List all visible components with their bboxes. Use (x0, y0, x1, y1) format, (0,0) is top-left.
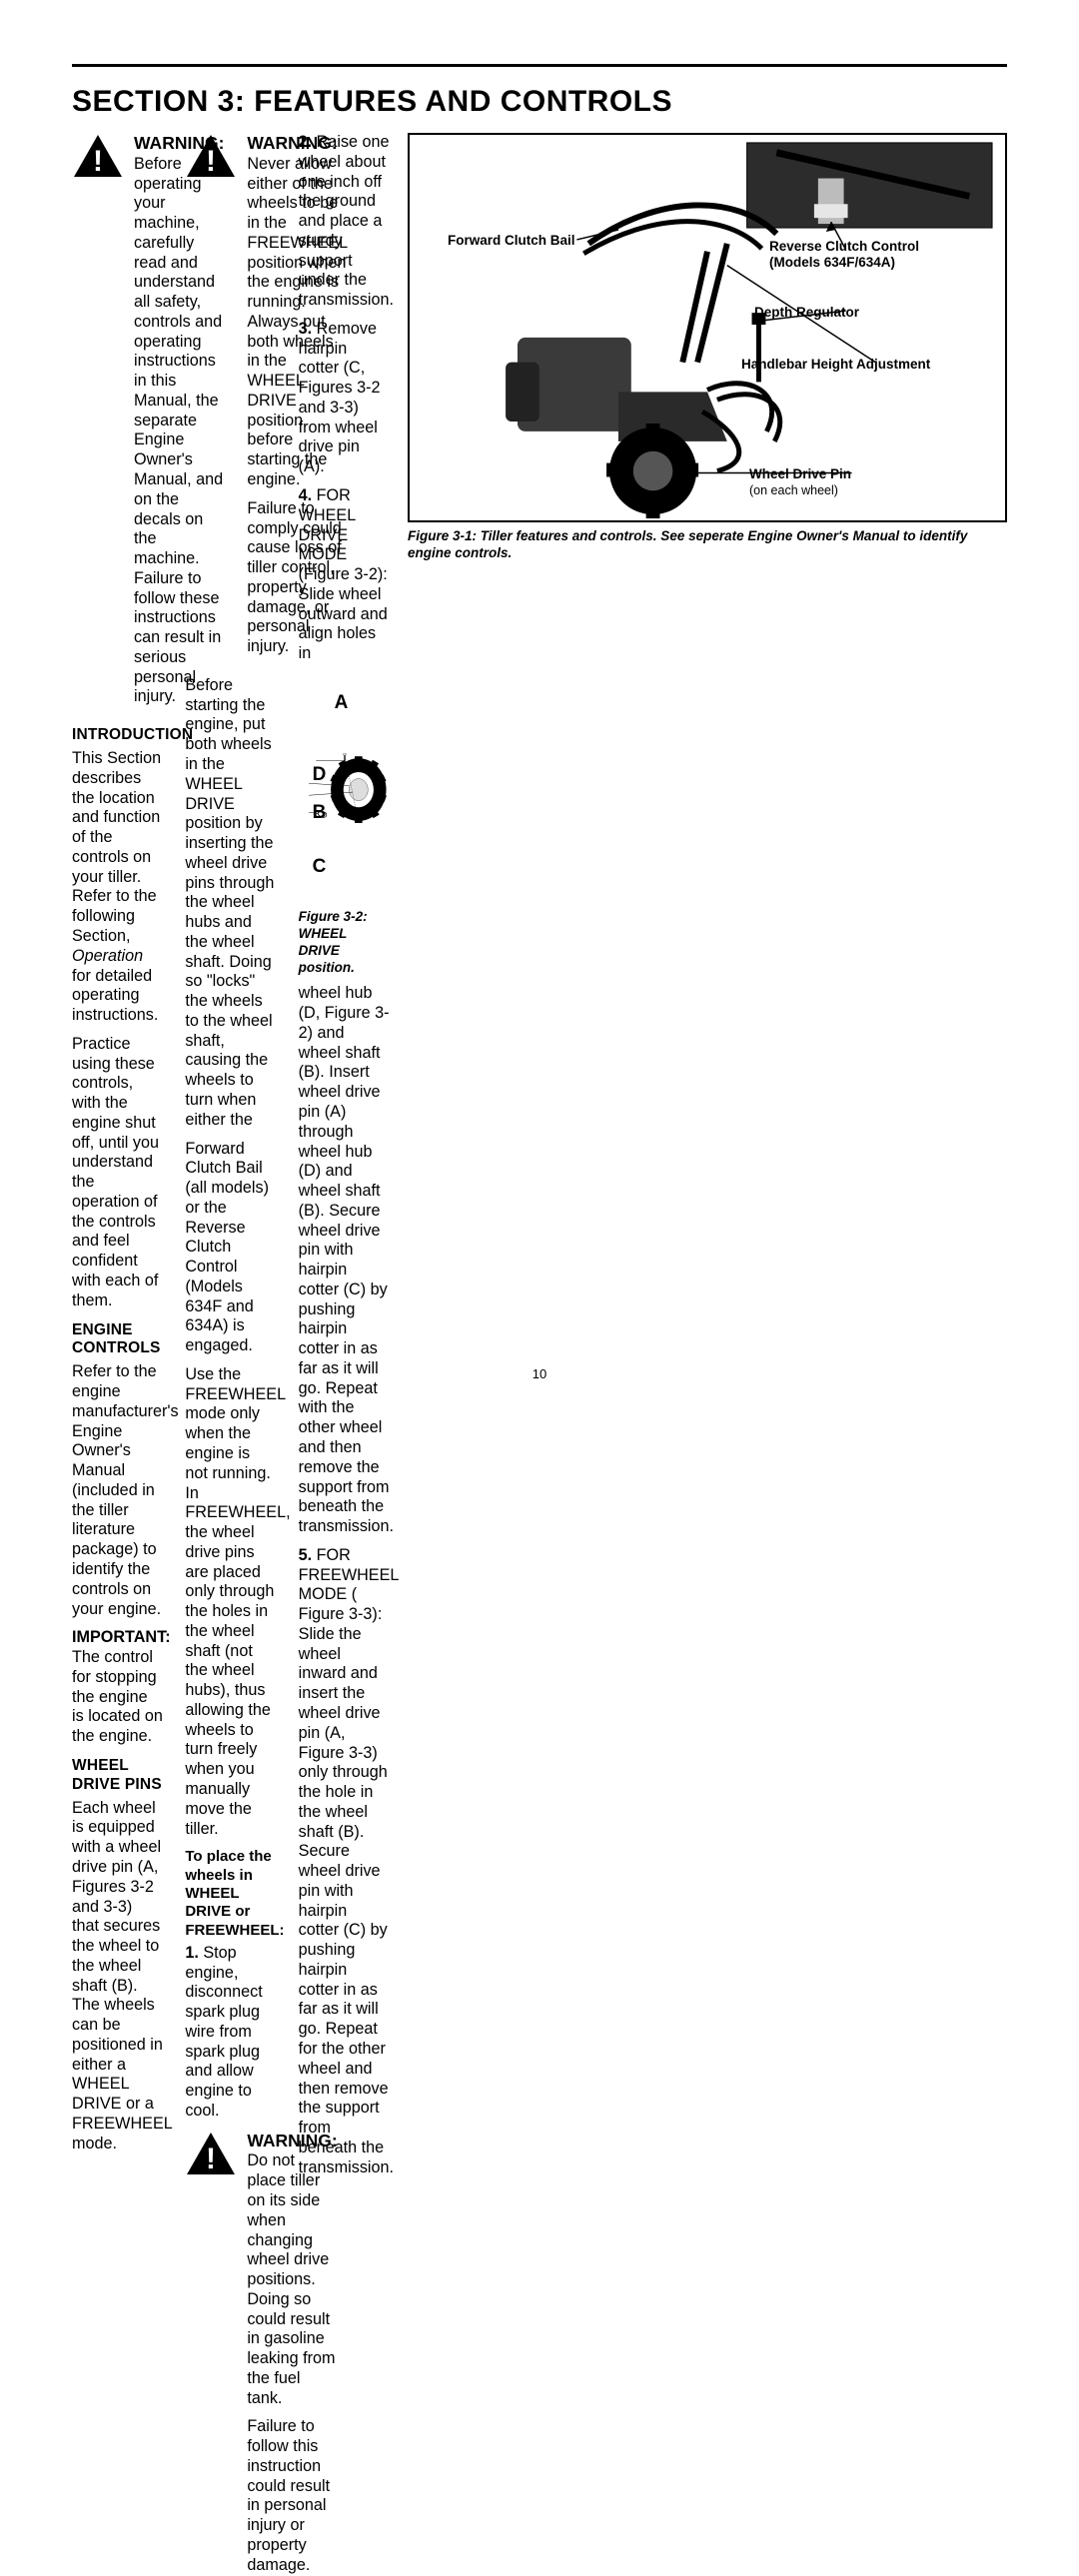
fig2-letter-c: C (313, 855, 327, 878)
fig1-label-reverse-clutch: Reverse Clutch Control (Models 634F/634A… (769, 239, 919, 270)
figure-3-2: A D B C Figure 3-2: WHEEL DRIVE position… (299, 673, 390, 977)
heading-engine-controls: ENGINE CONTROLS (72, 1321, 163, 1359)
step-5-body: FOR FREEWHEEL MODE ( Figure 3-3): Slide … (299, 1546, 399, 2176)
intro-para-1b: for detailed operating instructions. (72, 967, 158, 1025)
heading-place-wheels: To place the wheels in WHEEL DRIVE or FR… (185, 1848, 276, 1939)
step-4: 4. FOR WHEEL DRIVE MODE (Figure 3-2): Sl… (299, 486, 390, 664)
step-3: 3. Remove hairpin cotter (C, Figures 3-2… (299, 320, 390, 477)
warning-icon: ! (185, 2131, 237, 2182)
fig1-label-reverse-clutch-l1: Reverse Clutch Control (769, 239, 919, 254)
step-1-lead: 1. (185, 1944, 199, 1962)
figure-3-1: Forward Clutch Bail Reverse Clutch Contr… (408, 133, 1007, 562)
fig2-letter-b: B (313, 801, 327, 824)
figure-3-1-box: Forward Clutch Bail Reverse Clutch Contr… (408, 133, 1007, 522)
fig2-letter-a: A (335, 691, 349, 714)
warning-1-body: Before operating your machine, carefully… (134, 155, 223, 706)
step-2-body: Raise one wheel about one inch off the g… (299, 133, 394, 309)
warning-3-body2: Failure to follow this instruction could… (247, 2417, 337, 2575)
step-5: 5. FOR FREEWHEEL MODE ( Figure 3-3): Sli… (299, 1546, 390, 2178)
col2-para-b: Use the FREEWHEEL mode only when the eng… (185, 1365, 276, 1839)
fig1-label-reverse-clutch-l2: (Models 634F/634A) (769, 255, 895, 270)
fig1-label-handlebar: Handlebar Height Adjustment (741, 357, 930, 373)
heading-wheel-drive-pins: WHEEL DRIVE PINS (72, 1757, 163, 1795)
fig1-label-depth-reg: Depth Regulator (754, 305, 859, 321)
figure-3-2-caption: Figure 3-2: WHEEL DRIVE position. (299, 909, 390, 977)
col2-para-a: Forward Clutch Bail (all models) or the … (185, 1140, 276, 1356)
engine-para-2: IMPORTANT: The control for stopping the … (72, 1628, 163, 1747)
warning-3-body: Do not place tiller on its side when cha… (247, 2151, 335, 2406)
figure-3-2-box: A D B C (299, 673, 390, 903)
fig1-label-wheel-pin-l2: (on each wheel) (749, 483, 838, 497)
step-4-body: FOR WHEEL DRIVE MODE (Figure 3-2): Slide… (299, 486, 388, 662)
svg-text:!: ! (206, 145, 216, 178)
top-rule (72, 64, 1007, 67)
intro-para-1-em: Operation (72, 947, 143, 965)
wheel-para-2: Before starting the engine, put both whe… (185, 676, 276, 1131)
warning-icon: ! (185, 133, 237, 185)
fig2-letter-d: D (313, 763, 327, 786)
step-2-lead: 2. (299, 133, 313, 151)
page-number: 10 (0, 1366, 1079, 1381)
engine-para-1: Refer to the engine manufacturer's Engin… (72, 1362, 163, 1619)
warning-1-text: WARNING: Before operating your machine, … (134, 133, 224, 716)
svg-text:!: ! (93, 145, 103, 178)
engine-important-lead: IMPORTANT: (72, 1628, 171, 1646)
body-columns: ! WARNING: Before operating your machine… (72, 133, 390, 2576)
wheel-para-1: Each wheel is equipped with a wheel driv… (72, 1799, 163, 2154)
col3-para-a: wheel hub (D, Figure 3-2) and wheel shaf… (299, 984, 390, 1536)
step-4-lead: 4. (299, 486, 313, 504)
section-title: SECTION 3: FEATURES AND CONTROLS (72, 85, 1007, 119)
intro-para-2: Practice using these controls, with the … (72, 1035, 163, 1311)
fig1-label-forward-clutch: Forward Clutch Bail (448, 233, 575, 249)
warning-3-text: WARNING: Do not place tiller on its side… (247, 2131, 337, 2576)
heading-introduction: INTRODUCTION (72, 726, 163, 745)
warning-icon: ! (72, 133, 124, 185)
intro-para-1a: This Section describes the location and … (72, 749, 161, 945)
fig1-label-wheel-pin: Wheel Drive Pin (on each wheel) (749, 466, 851, 497)
figure-3-1-caption: Figure 3-1: Tiller features and controls… (408, 528, 1007, 562)
step-3-body: Remove hairpin cotter (C, Figures 3-2 an… (299, 320, 381, 475)
intro-para-1: This Section describes the location and … (72, 749, 163, 1026)
step-1: 1. Stop engine, disconnect spark plug wi… (185, 1944, 276, 2122)
engine-important-body: The control for stopping the engine is l… (72, 1648, 163, 1745)
svg-text:!: ! (206, 2143, 216, 2175)
step-2: 2. Raise one wheel about one inch off th… (299, 133, 390, 311)
step-1-body: Stop engine, disconnect spark plug wire … (185, 1944, 262, 2120)
step-3-lead: 3. (299, 320, 313, 338)
warning-3: ! WARNING: Do not place tiller on its si… (185, 2131, 276, 2576)
warning-1: ! WARNING: Before operating your machine… (72, 133, 163, 716)
step-5-lead: 5. (299, 1546, 313, 1564)
fig1-label-wheel-pin-l1: Wheel Drive Pin (749, 466, 851, 481)
